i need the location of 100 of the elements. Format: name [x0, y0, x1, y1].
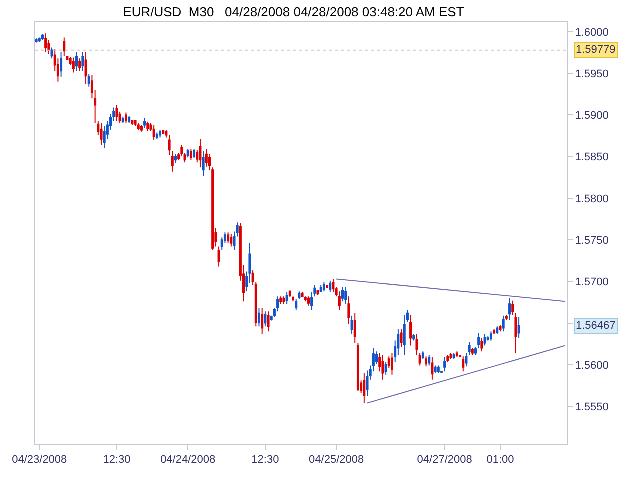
candlestick — [422, 351, 424, 360]
candlestick — [140, 124, 143, 132]
candlestick — [76, 51, 78, 72]
candlestick — [124, 112, 128, 124]
candlestick — [100, 123, 103, 146]
candlestick — [116, 104, 118, 122]
candlestick — [202, 150, 205, 176]
x-tick-label: 04/25/2008 — [309, 454, 364, 466]
candlestick — [295, 298, 298, 310]
candlestick — [344, 287, 348, 305]
candlestick — [38, 37, 41, 42]
candlestick — [480, 338, 484, 352]
x-tick-label: 12:30 — [103, 454, 131, 466]
candlestick — [316, 290, 320, 296]
candlestick — [446, 354, 450, 363]
candlestick — [174, 154, 177, 164]
candlestick — [298, 291, 301, 300]
x-tick-label: 04/27/2008 — [417, 454, 472, 466]
candlestick — [518, 316, 520, 339]
candlestick — [418, 352, 422, 366]
candlestick — [128, 116, 131, 124]
candlestick — [171, 150, 174, 172]
text: 1.56467 — [576, 320, 616, 332]
candlestick — [437, 365, 440, 374]
candlestick — [78, 58, 82, 72]
candlestick — [326, 284, 329, 289]
candlestick — [307, 296, 310, 306]
candlestick — [264, 311, 267, 328]
candlestick — [382, 354, 384, 380]
candlestick — [122, 116, 124, 124]
candlestick — [286, 292, 288, 305]
candlestick — [493, 328, 496, 335]
candlestick — [474, 346, 478, 356]
candlestick — [356, 342, 360, 392]
candlestick — [199, 138, 202, 168]
candlestick — [499, 324, 502, 332]
candlestick — [384, 362, 388, 376]
candlestick — [60, 51, 63, 78]
y-tick-label: 1.5950 — [575, 68, 609, 80]
candlestick — [478, 332, 480, 349]
candlestick — [50, 47, 54, 60]
candlestick — [267, 311, 270, 332]
candlestick — [431, 356, 434, 380]
candlestick — [322, 282, 326, 292]
y-tick-label: 1.5850 — [575, 152, 609, 164]
candlestick — [416, 334, 418, 356]
candlestick — [190, 148, 192, 161]
candlestick — [282, 296, 286, 305]
y-tick-label: 1.5600 — [575, 360, 609, 372]
candlestick — [227, 232, 230, 244]
candlestick — [390, 352, 394, 376]
candlestick — [366, 370, 369, 398]
candlestick — [152, 124, 156, 141]
candlestick — [72, 57, 75, 74]
candlestick — [444, 356, 446, 372]
candlestick — [258, 308, 260, 328]
candlestick — [425, 356, 428, 368]
candlestick — [131, 120, 134, 126]
candlestick — [288, 290, 292, 298]
candlestick — [434, 365, 437, 374]
candlestick — [496, 326, 499, 335]
chart-title: EUR/USD M30 04/28/2008 04/28/2008 03:48:20 AM EST — [123, 4, 464, 20]
candlestick — [512, 300, 514, 316]
y-tick-label: 1.5750 — [575, 234, 609, 247]
candlestick — [144, 118, 146, 130]
candlestick — [88, 74, 90, 88]
x-tick-label: 04/23/2008 — [12, 454, 68, 466]
candlestick — [205, 148, 208, 168]
candlestick — [348, 296, 350, 325]
candlestick — [156, 132, 158, 140]
candlestick — [162, 130, 165, 135]
candlestick — [44, 33, 48, 52]
candlestick — [456, 351, 458, 358]
x-tick-label: 01:00 — [486, 454, 514, 466]
candlestick — [412, 334, 416, 342]
ref-line-label: 1.59779 — [576, 44, 616, 56]
candlestick — [462, 356, 465, 372]
candlestick — [304, 296, 307, 302]
candlestick — [218, 246, 220, 268]
candlestick — [280, 296, 282, 305]
y-tick-label: 1.5800 — [575, 193, 609, 206]
candlestick — [134, 120, 137, 127]
candlestick — [514, 312, 518, 354]
candlestick — [452, 352, 456, 360]
candlestick — [84, 51, 88, 85]
candlestick — [137, 123, 140, 131]
candlestick — [41, 34, 44, 41]
candlestick — [159, 130, 162, 138]
y-tick-label: 1.5550 — [575, 401, 609, 414]
candlestick — [428, 354, 431, 366]
candlestick — [508, 298, 512, 320]
candlestick — [342, 287, 344, 302]
candlestick — [363, 372, 366, 404]
candlestick — [450, 352, 452, 360]
y-tick-label: 1.5900 — [575, 110, 609, 122]
candlestick — [82, 51, 84, 72]
candlestick — [471, 348, 474, 356]
y-tick-label: 1.5700 — [575, 276, 609, 289]
candlestick — [484, 334, 486, 346]
candlestick — [261, 308, 264, 335]
